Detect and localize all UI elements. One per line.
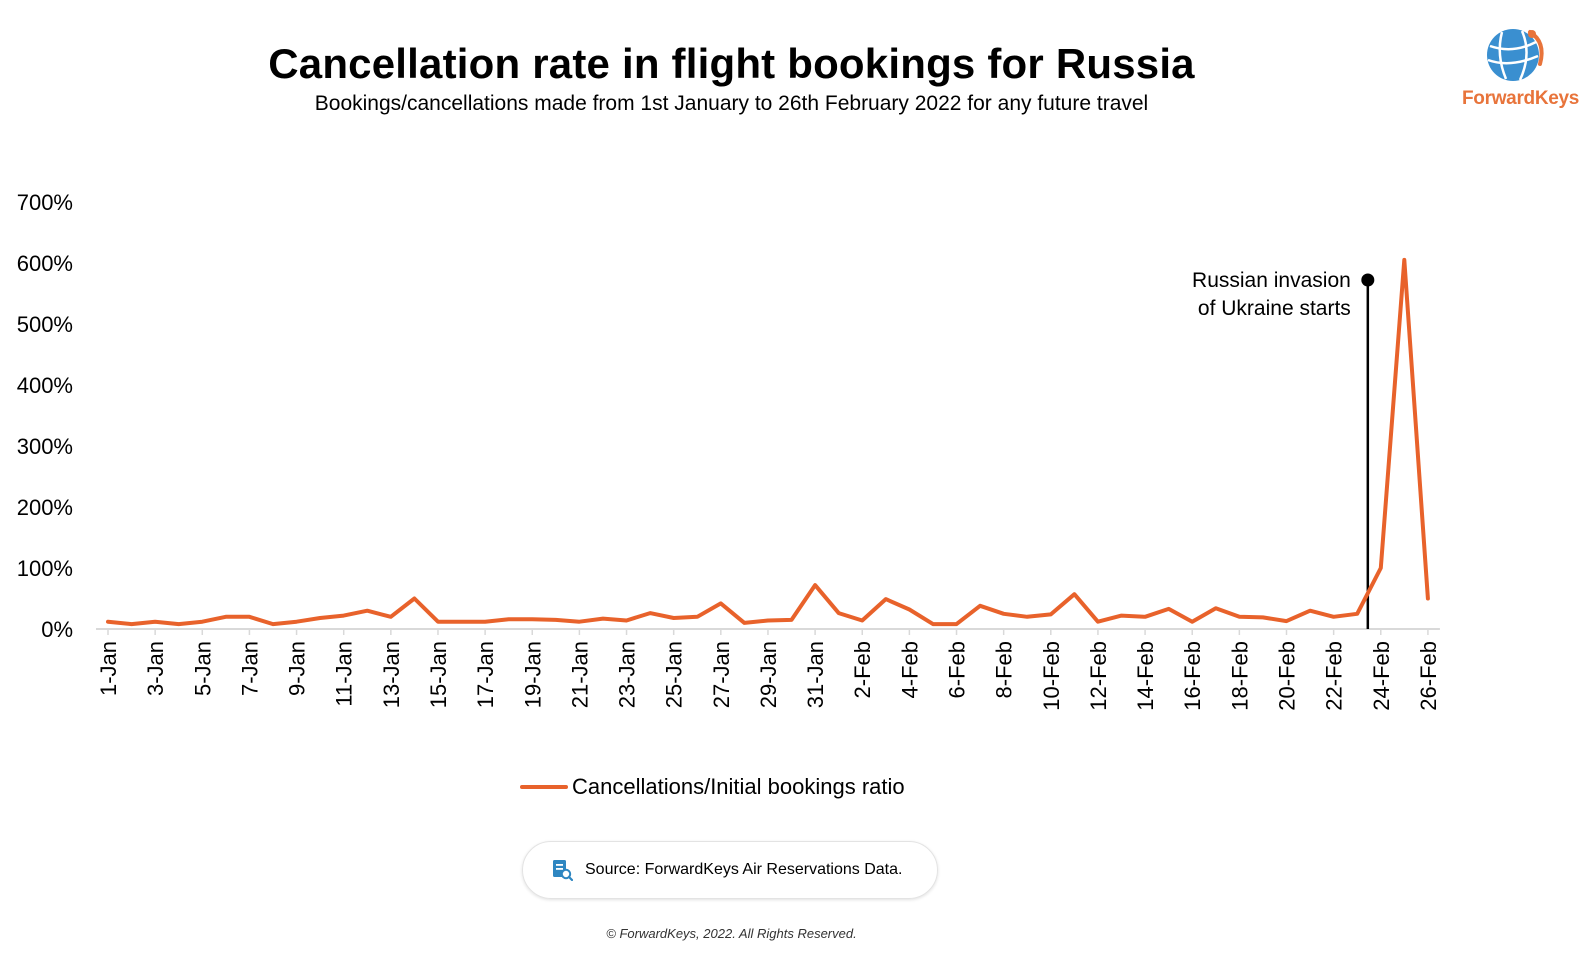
x-tick-label: 5-Jan — [190, 641, 215, 696]
invasion-annotation: Russian invasion of Ukraine starts — [1192, 269, 1375, 629]
x-tick-label: 17-Jan — [473, 641, 498, 708]
x-tick-label: 9-Jan — [285, 641, 310, 696]
x-tick-label: 13-Jan — [379, 641, 404, 708]
x-tick-label: 25-Jan — [662, 641, 687, 708]
legend-line-swatch — [520, 785, 568, 789]
x-tick-label: 26-Feb — [1416, 641, 1441, 711]
x-tick-label: 1-Jan — [96, 641, 121, 696]
chart-title: Cancellation rate in flight bookings for… — [268, 40, 1195, 87]
x-tick-label: 14-Feb — [1133, 641, 1158, 711]
x-tick-label: 21-Jan — [567, 641, 592, 708]
x-tick-label: 23-Jan — [615, 641, 640, 708]
x-tick-label: 27-Jan — [709, 641, 734, 708]
x-tick-labels: 1-Jan 3-Jan 5-Jan 7-Jan 9-Jan 11-Jan 13-Jan 15-… — [96, 641, 1441, 711]
x-tick-label: 29-Jan — [756, 641, 781, 708]
y-tick-label: 300% — [17, 434, 73, 459]
x-tick-label: 6-Feb — [945, 641, 970, 698]
series-line — [106, 257, 1430, 627]
y-tick-label: 200% — [17, 495, 73, 520]
y-tick-label: 700% — [17, 190, 73, 215]
x-tick-label: 20-Feb — [1275, 641, 1300, 711]
y-tick-label: 100% — [17, 556, 73, 581]
x-tick-label: 2-Feb — [850, 641, 875, 698]
y-tick-label: 500% — [17, 312, 73, 337]
x-tick-label: 31-Jan — [803, 641, 828, 708]
x-tick-label: 22-Feb — [1322, 641, 1347, 711]
y-tick-label: 400% — [17, 373, 73, 398]
x-tick-label: 10-Feb — [1039, 641, 1064, 711]
annotation-text: of Ukraine starts — [1198, 297, 1351, 320]
x-tick-label: 7-Jan — [237, 641, 262, 696]
x-tick-label: 8-Feb — [992, 641, 1017, 698]
annotation-text: Russian invasion — [1192, 269, 1351, 292]
legend: Cancellations/Initial bookings ratio — [520, 772, 905, 802]
x-tick-label: 24-Feb — [1369, 641, 1394, 711]
legend-label: Cancellations/Initial bookings ratio — [572, 774, 905, 799]
x-tick-label: 16-Feb — [1180, 641, 1205, 711]
logo-wordmark: ForwardKeys — [1462, 88, 1580, 109]
forwardkeys-logo: ForwardKeys — [1462, 24, 1580, 116]
series-layer — [106, 257, 1430, 627]
x-tick-label: 11-Jan — [332, 641, 357, 707]
source-box: Source: ForwardKeys Air Reservations Dat… — [522, 841, 938, 899]
y-tick-label: 600% — [17, 251, 73, 276]
x-tick-label: 18-Feb — [1227, 641, 1252, 711]
annotation-marker — [1361, 273, 1375, 287]
y-axis: 0% 100% 200% 300% 400% 500% 600% 700% — [17, 190, 73, 642]
x-tick-label: 3-Jan — [143, 641, 168, 696]
x-tick-label: 12-Feb — [1086, 641, 1111, 711]
globe-icon — [1487, 29, 1544, 81]
x-tick-label: 4-Feb — [897, 641, 922, 698]
source-text: Source: ForwardKeys Air Reservations Dat… — [585, 861, 903, 878]
chart-subtitle: Bookings/cancellations made from 1st Jan… — [314, 92, 1149, 115]
y-tick-label: 0% — [41, 617, 73, 642]
copyright-text: © ForwardKeys, 2022. All Rights Reserved… — [606, 926, 857, 941]
x-tick-label: 15-Jan — [426, 641, 451, 708]
x-axis — [96, 628, 1440, 635]
x-tick-label: 19-Jan — [520, 641, 545, 708]
document-search-icon — [553, 860, 573, 881]
